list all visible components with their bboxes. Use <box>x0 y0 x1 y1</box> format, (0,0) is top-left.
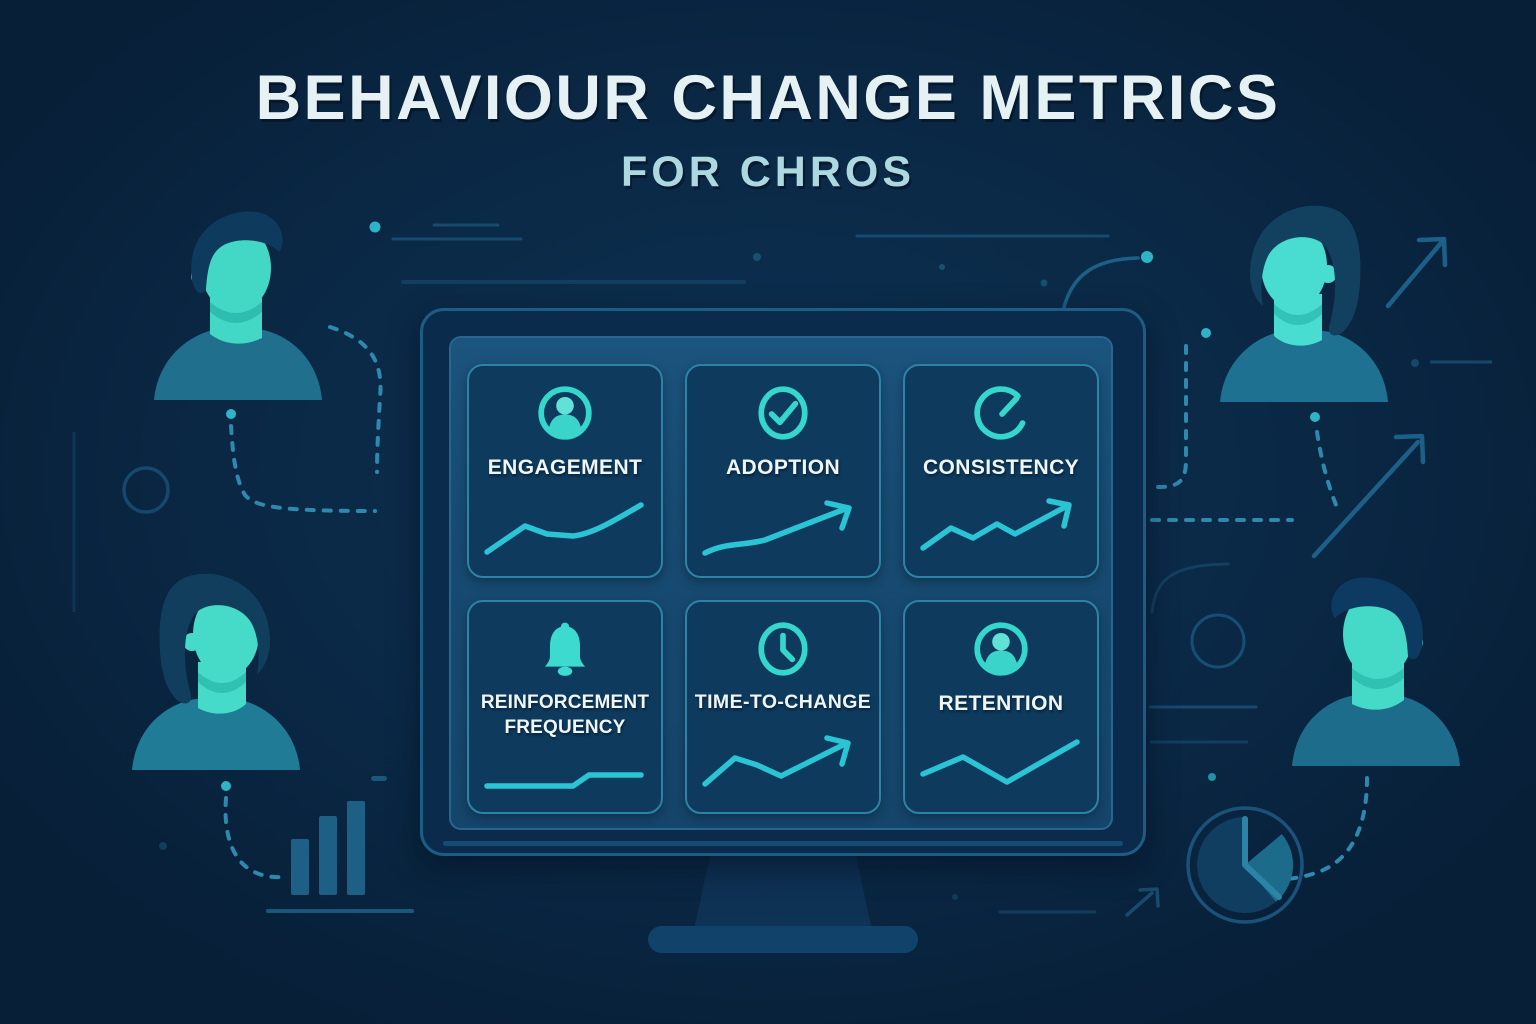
trend-step-line <box>481 767 649 798</box>
avatar-male-bottom-right <box>1292 577 1460 766</box>
accent-dots <box>753 253 1419 900</box>
avatar-female-bottom-left <box>132 573 300 770</box>
page-subtitle: FOR CHROS <box>621 148 915 196</box>
dashboard-screen: ENGAGEMENT ADOPTION <box>449 336 1113 830</box>
metric-card-consistency: CONSISTENCY <box>903 364 1099 578</box>
metric-label: ENGAGEMENT <box>487 456 643 479</box>
trend-arrow <box>699 496 867 565</box>
user-circle-icon <box>536 381 594 445</box>
user-circle-icon <box>972 617 1030 681</box>
dotted-path <box>1150 328 1369 882</box>
metric-card-reinforcement-frequency: REINFORCEMENT FREQUENCY <box>467 600 663 814</box>
trend-line <box>917 732 1085 801</box>
metric-label: RETENTION <box>938 692 1064 715</box>
bell-icon <box>536 617 594 681</box>
trend-up-arrow-icon <box>1385 236 1448 309</box>
trend-up-arrow-icon <box>1311 433 1426 559</box>
metric-card-adoption: ADOPTION <box>685 364 881 578</box>
monitor-stand-base <box>648 926 918 953</box>
dashboard-monitor: ENGAGEMENT ADOPTION <box>420 308 1146 856</box>
monitor-chin-highlight <box>443 841 1123 846</box>
avatar-male-top-left <box>154 211 322 400</box>
avatar-female-top-right <box>1220 205 1388 402</box>
monitor-stand-neck <box>694 856 872 930</box>
metric-card-time-to-change: TIME-TO-CHANGE <box>685 600 881 814</box>
page-title: BEHAVIOUR CHANGE METRICS <box>255 63 1281 133</box>
pie-chart-decoration <box>1186 806 1304 924</box>
trend-up-arrow-icon <box>1125 887 1160 917</box>
dotted-path <box>226 221 383 513</box>
metric-label: REINFORCEMENT FREQUENCY <box>480 692 650 739</box>
check-circle-icon <box>754 381 812 445</box>
metric-label: TIME-TO-CHANGE <box>694 691 872 713</box>
outline-circle <box>122 466 1246 669</box>
dotted-path <box>159 781 285 880</box>
trend-arrow <box>699 732 867 801</box>
metric-card-engagement: ENGAGEMENT <box>467 364 663 578</box>
metric-label: CONSISTENCY <box>922 456 1080 479</box>
trend-line <box>481 496 649 565</box>
trend-arrow <box>917 496 1085 565</box>
bar-chart-decoration <box>266 776 414 913</box>
gauge-icon <box>972 381 1030 445</box>
curve-with-dot <box>1060 251 1153 318</box>
metric-label: ADOPTION <box>725 456 841 479</box>
clock-icon <box>754 617 812 681</box>
horizontal-lines <box>72 223 1492 914</box>
metric-card-retention: RETENTION <box>903 600 1099 814</box>
